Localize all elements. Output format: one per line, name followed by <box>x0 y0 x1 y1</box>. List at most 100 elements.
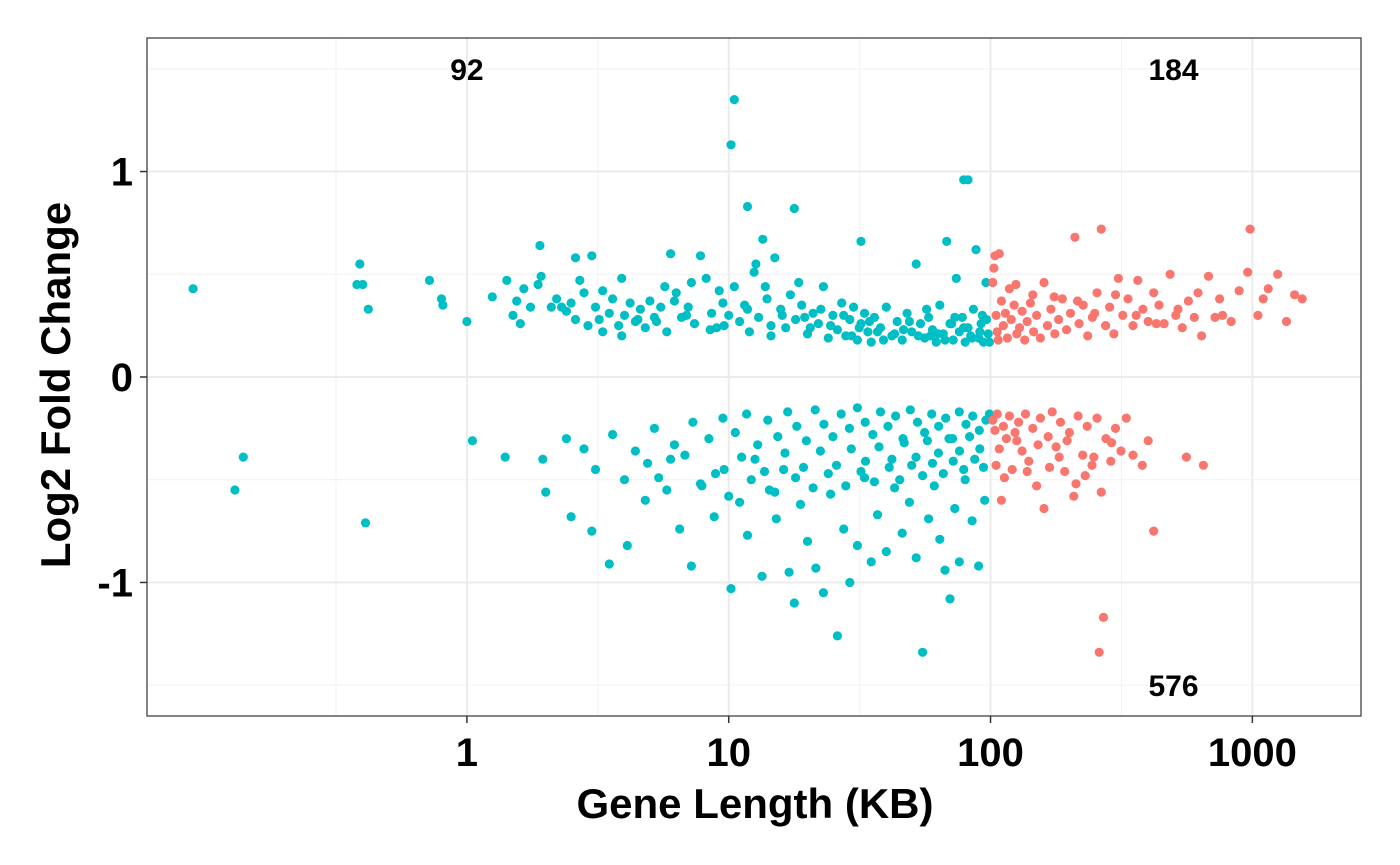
data-point <box>1044 462 1055 472</box>
data-point <box>1143 436 1153 446</box>
data-point <box>784 567 794 577</box>
data-point <box>1183 296 1193 306</box>
data-point <box>984 337 995 347</box>
data-point <box>730 427 740 438</box>
data-point <box>729 282 739 292</box>
data-point <box>363 304 373 314</box>
data-point <box>1049 292 1059 302</box>
data-point <box>959 323 969 333</box>
data-point <box>940 335 950 345</box>
data-point <box>1197 331 1207 341</box>
data-point <box>622 540 632 551</box>
data-point <box>891 411 901 421</box>
data-point <box>911 259 921 269</box>
data-point <box>666 454 676 464</box>
data-point <box>1061 325 1072 335</box>
data-point <box>538 454 548 464</box>
data-point <box>680 450 690 460</box>
data-point <box>1110 290 1121 300</box>
data-point <box>875 407 886 417</box>
data-point <box>714 286 724 296</box>
count-annotations: 92 184 576 <box>450 54 1199 703</box>
data-point <box>502 275 512 285</box>
data-point <box>462 316 472 327</box>
data-point <box>994 249 1004 259</box>
data-point <box>868 429 878 440</box>
data-point <box>992 409 1002 419</box>
data-point <box>608 429 618 440</box>
data-point <box>619 310 630 320</box>
data-point <box>604 308 614 318</box>
data-point <box>1022 316 1032 327</box>
data-point <box>849 302 859 312</box>
data-point <box>1009 300 1019 310</box>
x-axis-title: Gene Length (KB) <box>577 780 934 827</box>
data-point <box>826 489 836 499</box>
data-point <box>856 236 866 246</box>
data-point <box>438 300 448 310</box>
data-point <box>1290 290 1300 300</box>
data-point <box>994 444 1004 454</box>
data-point <box>872 327 883 337</box>
data-point <box>948 456 958 466</box>
data-point <box>726 140 736 150</box>
data-point <box>892 316 902 327</box>
data-point <box>991 460 1001 470</box>
data-point <box>924 312 934 322</box>
data-point <box>998 321 1009 331</box>
data-point <box>561 306 572 316</box>
data-point <box>860 456 871 466</box>
data-point <box>1087 460 1097 470</box>
data-point <box>583 321 593 331</box>
data-point <box>1017 446 1027 456</box>
data-point <box>935 300 945 310</box>
data-point <box>780 448 790 458</box>
data-point <box>536 271 546 281</box>
data-point <box>654 473 664 483</box>
data-point <box>1118 310 1128 320</box>
data-point <box>656 302 666 312</box>
data-point <box>874 442 884 452</box>
data-point <box>1110 423 1121 433</box>
data-point <box>598 286 608 296</box>
data-point <box>795 499 806 509</box>
data-point <box>1098 612 1109 623</box>
data-point <box>1010 427 1020 438</box>
data-point <box>1071 479 1081 489</box>
data-point <box>988 277 998 288</box>
data-point <box>927 458 938 468</box>
data-point <box>941 413 951 423</box>
data-point <box>996 495 1007 505</box>
data-point <box>762 294 772 304</box>
data-point <box>695 251 706 261</box>
data-point <box>587 526 597 536</box>
data-point <box>961 419 971 429</box>
data-point <box>759 466 770 477</box>
data-point <box>832 325 843 335</box>
data-point <box>866 557 876 567</box>
data-point <box>724 491 734 501</box>
data-point <box>800 312 810 322</box>
data-point <box>898 325 909 335</box>
data-point <box>951 273 961 283</box>
data-point <box>590 302 601 312</box>
data-point <box>852 540 863 551</box>
data-point <box>633 314 643 325</box>
data-point <box>1243 267 1253 277</box>
data-point <box>839 310 849 320</box>
data-point <box>1004 411 1015 421</box>
data-point <box>935 534 945 544</box>
data-point <box>1137 460 1147 470</box>
data-point <box>1165 269 1175 279</box>
data-point <box>905 405 915 415</box>
data-point <box>735 497 745 507</box>
data-point <box>669 296 680 306</box>
data-point <box>742 201 753 212</box>
data-point <box>358 279 368 290</box>
data-point <box>552 294 562 304</box>
data-point <box>773 432 783 442</box>
data-point <box>954 407 964 417</box>
data-point <box>967 516 977 526</box>
data-point <box>924 514 934 524</box>
data-point <box>541 487 551 497</box>
